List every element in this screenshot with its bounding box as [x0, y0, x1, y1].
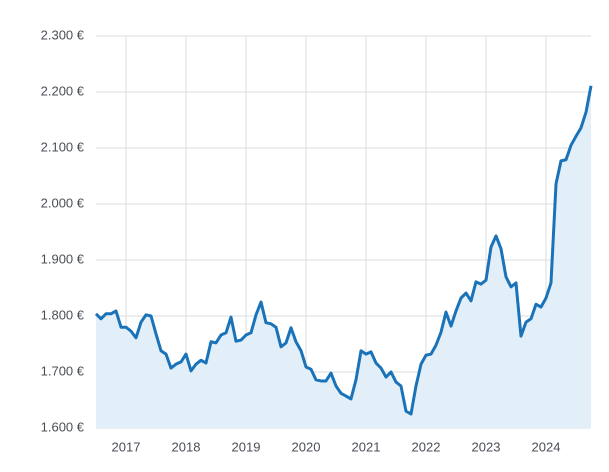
line: [94, 85, 593, 416]
y-tick-label: 2.300 €: [41, 27, 85, 42]
area-fill: [96, 85, 591, 428]
x-tick-label: 2018: [172, 439, 201, 454]
x-tick-label: 2019: [232, 439, 261, 454]
x-tick-label: 2023: [472, 439, 501, 454]
x-tick-label: 2022: [412, 439, 441, 454]
y-tick-label: 1.600 €: [41, 419, 85, 434]
y-tick-label: 1.800 €: [41, 307, 85, 322]
y-tick-label: 1.700 €: [41, 363, 85, 378]
x-tick-label: 2017: [112, 439, 141, 454]
y-tick-label: 2.000 €: [41, 195, 85, 210]
y-tick-label: 2.100 €: [41, 139, 85, 154]
x-tick-label: 2020: [292, 439, 321, 454]
x-tick-label: 2024: [532, 439, 561, 454]
y-tick-label: 1.900 €: [41, 251, 85, 266]
y-tick-label: 2.200 €: [41, 83, 85, 98]
x-tick-label: 2021: [352, 439, 381, 454]
